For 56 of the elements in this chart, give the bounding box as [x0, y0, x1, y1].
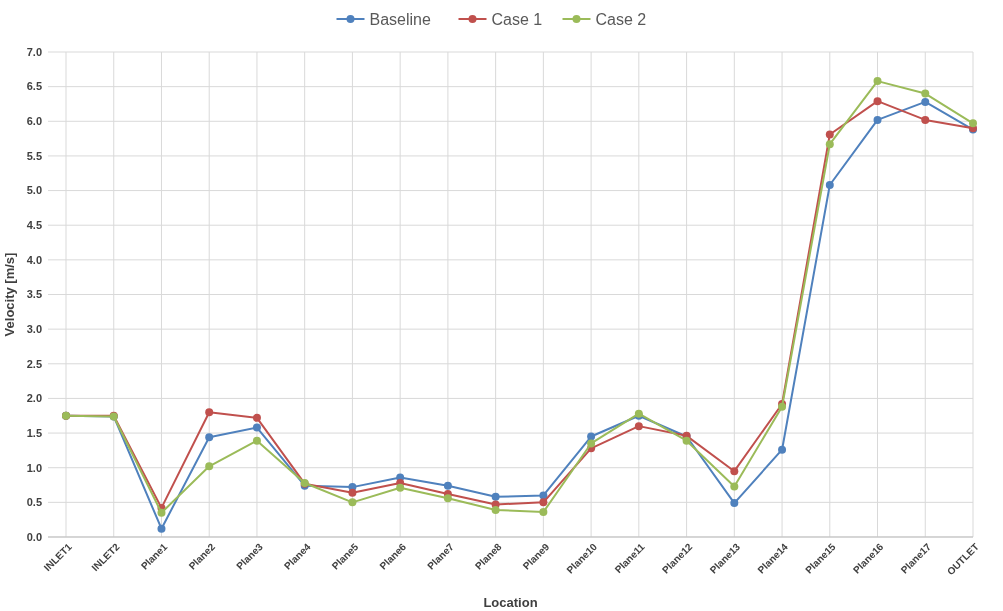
- y-tick-label: 7.0: [26, 45, 42, 58]
- point: [252, 436, 261, 445]
- point: [921, 89, 930, 98]
- y-tick-label: 6.0: [26, 115, 42, 128]
- y-tick-label: 1.0: [26, 461, 42, 474]
- point: [443, 494, 452, 503]
- point: [825, 130, 834, 139]
- y-tick-label: 5.5: [26, 149, 42, 162]
- point: [587, 439, 596, 448]
- point: [396, 483, 405, 492]
- point: [252, 423, 261, 432]
- y-tick-label: 3.0: [26, 322, 42, 335]
- point: [205, 462, 214, 471]
- point: [730, 482, 739, 491]
- point: [921, 115, 930, 124]
- point: [921, 97, 930, 106]
- y-tick-label: 0.0: [26, 530, 42, 543]
- y-tick-label: 2.0: [26, 392, 42, 405]
- legend-label: Baseline: [369, 10, 431, 28]
- legend-label: Case 1: [491, 10, 543, 28]
- point: [491, 505, 500, 514]
- point: [873, 97, 882, 106]
- y-tick-label: 4.5: [26, 219, 42, 232]
- y-tick-label: 5.0: [26, 184, 42, 197]
- point: [443, 481, 452, 490]
- point: [825, 181, 834, 190]
- point: [539, 498, 548, 507]
- x-axis-title: Location: [483, 595, 538, 610]
- point: [730, 467, 739, 476]
- y-axis-title: Velocity [m/s]: [2, 252, 17, 337]
- y-tick-label: 1.5: [26, 426, 42, 439]
- point: [252, 413, 261, 422]
- y-tick-label: 3.5: [26, 288, 42, 301]
- point: [539, 508, 548, 517]
- point: [587, 432, 596, 441]
- point: [348, 498, 357, 507]
- point: [157, 508, 166, 517]
- point: [491, 492, 500, 501]
- point: [730, 499, 739, 508]
- point: [873, 115, 882, 124]
- point: [969, 119, 977, 128]
- y-tick-label: 2.5: [26, 357, 42, 370]
- point: [205, 408, 214, 417]
- legend-label: Case 2: [595, 10, 647, 28]
- point: [873, 77, 882, 86]
- point: [778, 445, 787, 454]
- point: [348, 488, 357, 497]
- point: [205, 433, 214, 442]
- y-tick-label: 4.0: [26, 253, 42, 266]
- point: [539, 491, 548, 500]
- point: [634, 422, 643, 431]
- point: [682, 436, 691, 445]
- point: [825, 140, 834, 149]
- y-tick-label: 0.5: [26, 496, 42, 509]
- point: [157, 524, 166, 533]
- y-tick-label: 6.5: [26, 80, 42, 93]
